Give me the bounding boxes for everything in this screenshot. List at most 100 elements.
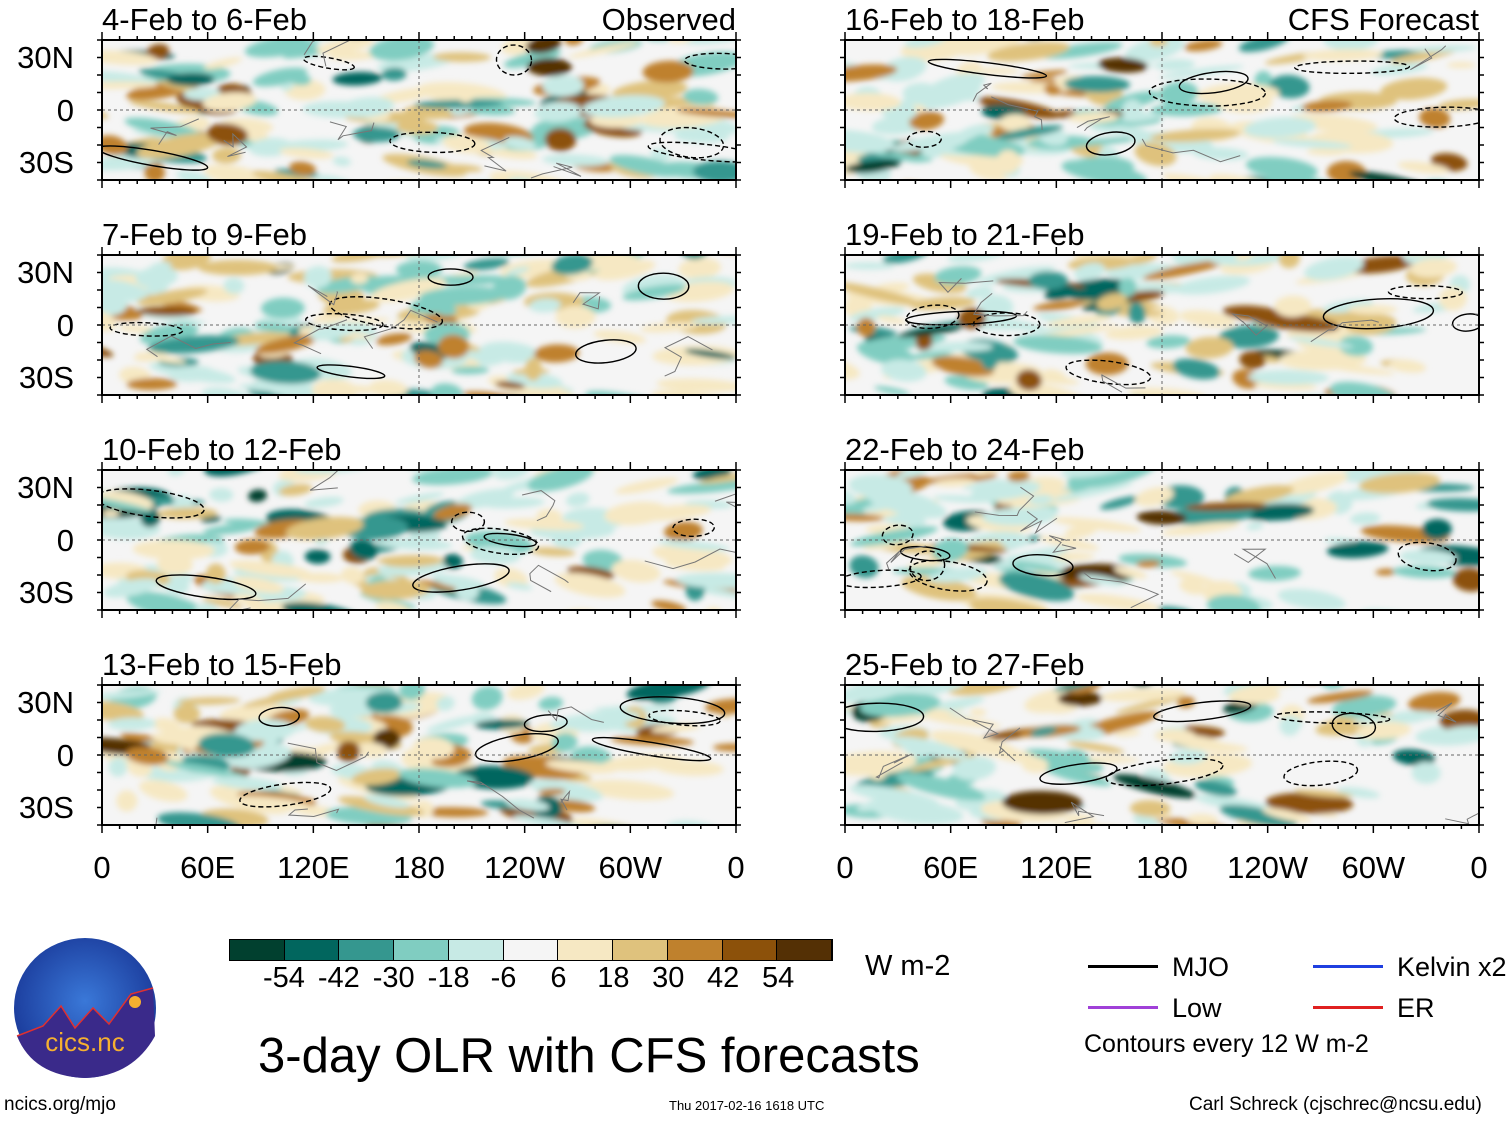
olr-anomaly-blob xyxy=(1211,429,1243,452)
olr-anomaly-blob xyxy=(1100,688,1186,702)
olr-anomaly-blob xyxy=(1180,194,1266,221)
olr-anomaly-blob xyxy=(537,788,567,796)
olr-anomaly-blob xyxy=(376,537,453,550)
olr-anomaly-blob xyxy=(634,403,693,427)
olr-anomaly-blob xyxy=(503,136,536,150)
olr-anomaly-blob xyxy=(538,696,564,711)
olr-anomaly-blob xyxy=(1387,192,1475,228)
olr-anomaly-blob xyxy=(457,88,475,103)
olr-anomaly-blob xyxy=(504,49,562,68)
olr-anomaly-blob xyxy=(972,134,995,145)
olr-anomaly-blob xyxy=(168,365,216,382)
olr-anomaly-blob xyxy=(683,88,719,106)
colorbar-tick-label: -42 xyxy=(317,962,360,994)
olr-anomaly-blob xyxy=(640,321,698,333)
coastline xyxy=(150,118,199,145)
olr-anomaly-blob xyxy=(845,685,917,703)
mjo-contour-negative xyxy=(1294,60,1410,75)
olr-anomaly-blob xyxy=(1245,156,1318,180)
lat-label: 30S xyxy=(18,790,74,825)
legend-label: MJO xyxy=(1172,952,1229,982)
olr-anomaly-blob xyxy=(456,655,529,675)
coastline xyxy=(363,309,438,349)
olr-anomaly-blob xyxy=(582,95,665,118)
olr-anomaly-blob xyxy=(451,366,490,375)
olr-anomaly-blob xyxy=(1002,790,1083,815)
olr-anomaly-blob xyxy=(1010,561,1064,573)
olr-anomaly-blob xyxy=(303,265,332,289)
olr-anomaly-blob xyxy=(118,324,154,333)
mjo-contour-negative xyxy=(908,559,988,592)
olr-anomaly-blob xyxy=(201,387,257,395)
olr-anomaly-blob xyxy=(1332,695,1397,718)
olr-anomaly-blob xyxy=(903,351,952,360)
coastline xyxy=(522,490,556,522)
olr-anomaly-blob xyxy=(1125,40,1185,62)
olr-anomaly-blob xyxy=(605,242,681,255)
footer-timestamp: Thu 2017-02-16 1618 UTC xyxy=(669,1098,825,1113)
olr-anomaly-blob xyxy=(1161,173,1229,180)
olr-anomaly-blob xyxy=(1136,510,1187,525)
olr-anomaly-blob xyxy=(1228,237,1286,255)
lat-label: 30N xyxy=(17,40,74,75)
olr-anomaly-blob xyxy=(233,593,264,605)
olr-anomaly-blob xyxy=(533,344,580,363)
olr-anomaly-blob xyxy=(1136,560,1161,568)
olr-anomaly-blob xyxy=(1396,420,1484,440)
olr-anomaly-blob xyxy=(1193,670,1232,686)
olr-anomaly-blob xyxy=(562,426,627,453)
olr-anomaly-blob xyxy=(1263,624,1289,644)
coastline xyxy=(228,583,307,610)
coastline xyxy=(885,545,927,570)
olr-anomaly-blob xyxy=(1265,792,1354,814)
olr-anomaly-blob xyxy=(166,72,215,87)
olr-anomaly-blob xyxy=(1122,99,1143,122)
olr-anomaly-blob xyxy=(136,132,224,159)
olr-anomaly-blob xyxy=(1253,207,1293,230)
olr-anomaly-blob xyxy=(652,345,736,366)
coastline xyxy=(949,707,1000,739)
lon-label: 60W xyxy=(1341,850,1406,885)
olr-anomaly-blob xyxy=(1099,496,1140,510)
lon-label: 180 xyxy=(1136,850,1188,885)
legend-line xyxy=(1313,965,1383,968)
olr-anomaly-blob xyxy=(1219,804,1298,825)
olr-anomaly-blob xyxy=(1185,336,1234,359)
footer-url[interactable]: ncics.org/mjo xyxy=(4,1094,116,1115)
olr-anomaly-blob xyxy=(1128,302,1146,325)
coastline xyxy=(991,96,1043,130)
colorbar-swatch xyxy=(613,940,668,960)
olr-anomaly-blob xyxy=(162,255,212,271)
olr-anomaly-blob xyxy=(1118,277,1137,297)
lat-label: 30N xyxy=(17,470,74,505)
olr-anomaly-blob xyxy=(684,349,736,360)
olr-anomaly-blob xyxy=(229,560,312,578)
lon-label: 60E xyxy=(180,850,236,885)
olr-anomaly-blob xyxy=(1426,498,1479,512)
olr-anomaly-blob xyxy=(436,696,455,711)
olr-anomaly-blob xyxy=(1027,494,1054,505)
olr-anomaly-blob xyxy=(432,574,475,589)
olr-anomaly-blob xyxy=(1394,661,1456,683)
olr-anomaly-blob xyxy=(238,383,319,393)
olr-anomaly-blob xyxy=(1409,258,1457,278)
olr-anomaly-blob xyxy=(308,8,362,43)
olr-anomaly-blob xyxy=(665,558,726,571)
colorbar-tick-label: -6 xyxy=(490,962,517,994)
lon-label: 120E xyxy=(277,850,350,885)
panel-title: 13-Feb to 15-Feb xyxy=(102,647,342,682)
lat-label: 30N xyxy=(17,685,74,720)
olr-anomaly-blob xyxy=(1346,200,1423,235)
olr-anomaly-blob xyxy=(675,572,736,589)
lat-label: 0 xyxy=(56,307,74,343)
olr-anomaly-blob xyxy=(424,312,458,326)
olr-anomaly-blob xyxy=(1338,335,1373,357)
olr-anomaly-blob xyxy=(1028,271,1069,290)
olr-anomaly-blob xyxy=(658,647,733,664)
olr-anomaly-blob xyxy=(1278,255,1300,269)
colorbar-tick-label: 30 xyxy=(652,962,685,994)
olr-anomaly-blob xyxy=(845,92,902,111)
olr-anomaly-blob xyxy=(163,760,250,779)
panel-title: 4-Feb to 6-Feb xyxy=(102,2,308,37)
olr-anomaly-blob xyxy=(1046,315,1112,327)
